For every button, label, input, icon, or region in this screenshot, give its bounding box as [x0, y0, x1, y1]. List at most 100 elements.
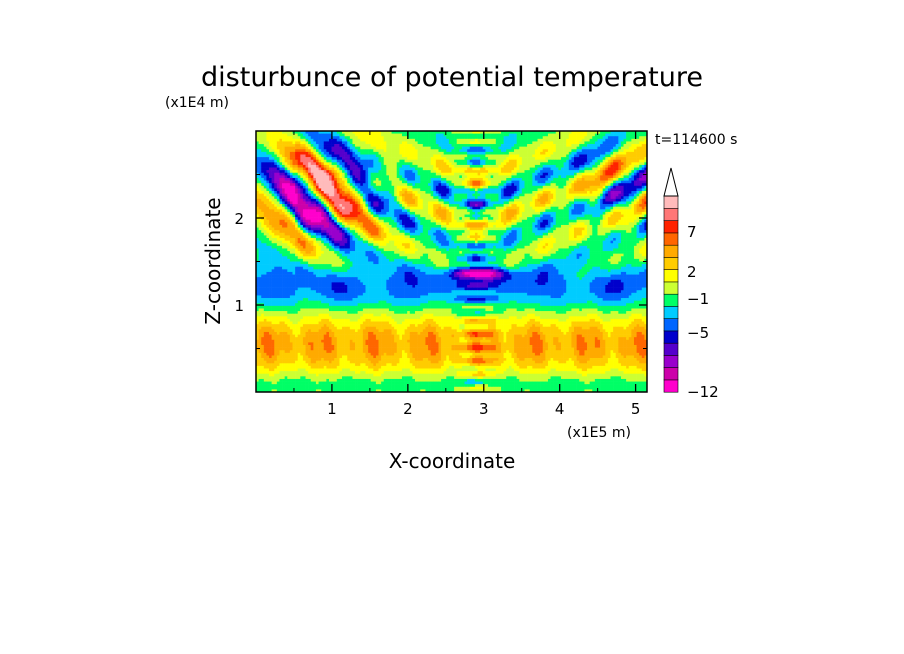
contour-cell — [422, 172, 426, 176]
contour-cell — [375, 204, 379, 207]
contour-cell — [490, 167, 494, 171]
contour-cell — [516, 198, 520, 202]
contour-cell — [407, 196, 411, 200]
contour-cell — [365, 183, 369, 187]
contour-cell — [313, 177, 317, 181]
contour-cell — [302, 157, 306, 161]
contour-cell — [326, 144, 330, 147]
contour-cell — [381, 144, 385, 147]
contour-cell — [644, 146, 648, 150]
contour-cell — [553, 162, 557, 166]
contour-cell — [508, 146, 512, 150]
contour-cell — [498, 183, 502, 187]
contour-cell — [631, 170, 635, 174]
contour-cell — [287, 167, 291, 171]
contour-cell — [532, 183, 536, 187]
contour-cell — [269, 141, 272, 145]
contour-cell — [469, 193, 473, 197]
contour-cell — [362, 188, 366, 192]
contour-cell — [550, 185, 554, 189]
contour-cell — [602, 136, 606, 140]
contour-cell — [326, 172, 330, 176]
contour-cell — [581, 149, 585, 153]
contour-cell — [514, 193, 517, 197]
contour-cell — [412, 146, 416, 150]
contour-cell — [584, 206, 588, 210]
contour-cell — [415, 151, 418, 155]
contour-cell — [430, 191, 434, 194]
contour-cell — [443, 188, 447, 192]
contour-cell — [501, 172, 504, 176]
contour-cell — [342, 164, 345, 168]
contour-cell — [396, 191, 400, 194]
contour-cell — [555, 185, 559, 189]
contour-cell — [641, 157, 645, 161]
contour-cell — [469, 191, 473, 194]
time-label: t=114600 s — [655, 132, 737, 148]
contour-cell — [349, 180, 353, 184]
contour-cell — [639, 149, 643, 153]
contour-cell — [589, 144, 593, 147]
contour-cell — [328, 133, 332, 137]
contour-cell — [524, 136, 528, 140]
contour-cell — [553, 214, 557, 218]
contour-cell — [365, 146, 369, 150]
contour-cell — [258, 188, 262, 192]
contour-cell — [487, 204, 491, 207]
contour-cell — [318, 185, 322, 189]
contour-cell — [339, 136, 343, 140]
contour-cell — [256, 133, 259, 137]
contour-cell — [412, 138, 416, 142]
contour-cell — [258, 198, 262, 202]
contour-cell — [399, 159, 403, 163]
contour-cell — [297, 206, 301, 210]
contour-cell — [571, 162, 575, 166]
contour-cell — [542, 144, 546, 147]
contour-cell — [594, 149, 598, 153]
contour-cell — [555, 157, 559, 161]
contour-cell — [579, 157, 583, 161]
contour-cell — [448, 198, 452, 202]
contour-cell — [355, 188, 358, 192]
contour-cell — [514, 206, 517, 210]
contour-cell — [302, 196, 306, 200]
contour-cell — [448, 131, 452, 134]
contour-cell — [362, 198, 366, 202]
contour-cell — [282, 183, 285, 187]
contour-cell — [355, 177, 358, 181]
contour-cell — [571, 185, 575, 189]
contour-cell — [318, 162, 322, 166]
contour-cell — [388, 172, 392, 176]
contour-cell — [388, 211, 392, 215]
contour-cell — [302, 211, 306, 215]
contour-cell — [334, 159, 338, 163]
contour-cell — [461, 209, 465, 213]
contour-cell — [641, 164, 645, 168]
contour-cell — [620, 188, 624, 192]
contour-cell — [626, 144, 630, 147]
contour-cell — [336, 209, 340, 213]
contour-cell — [495, 167, 499, 171]
contour-cell — [321, 214, 325, 218]
contour-cell — [391, 209, 395, 213]
contour-cell — [508, 149, 512, 153]
contour-cell — [487, 144, 491, 147]
contour-cell — [472, 133, 476, 137]
contour-cell — [461, 136, 465, 140]
contour-cell — [365, 154, 369, 158]
contour-cell — [581, 177, 585, 181]
contour-cell — [292, 175, 296, 179]
contour-cell — [399, 209, 403, 213]
contour-cell — [589, 136, 593, 140]
contour-cell — [292, 193, 296, 197]
contour-cell — [368, 159, 371, 163]
contour-cell — [641, 151, 645, 155]
contour-cell — [292, 217, 296, 221]
contour-cell — [576, 157, 580, 161]
contour-cell — [545, 141, 549, 145]
contour-cell — [620, 157, 624, 161]
contour-cell — [506, 154, 510, 158]
contour-cell — [336, 204, 340, 207]
contour-cell — [394, 180, 398, 184]
contour-cell — [342, 201, 345, 205]
